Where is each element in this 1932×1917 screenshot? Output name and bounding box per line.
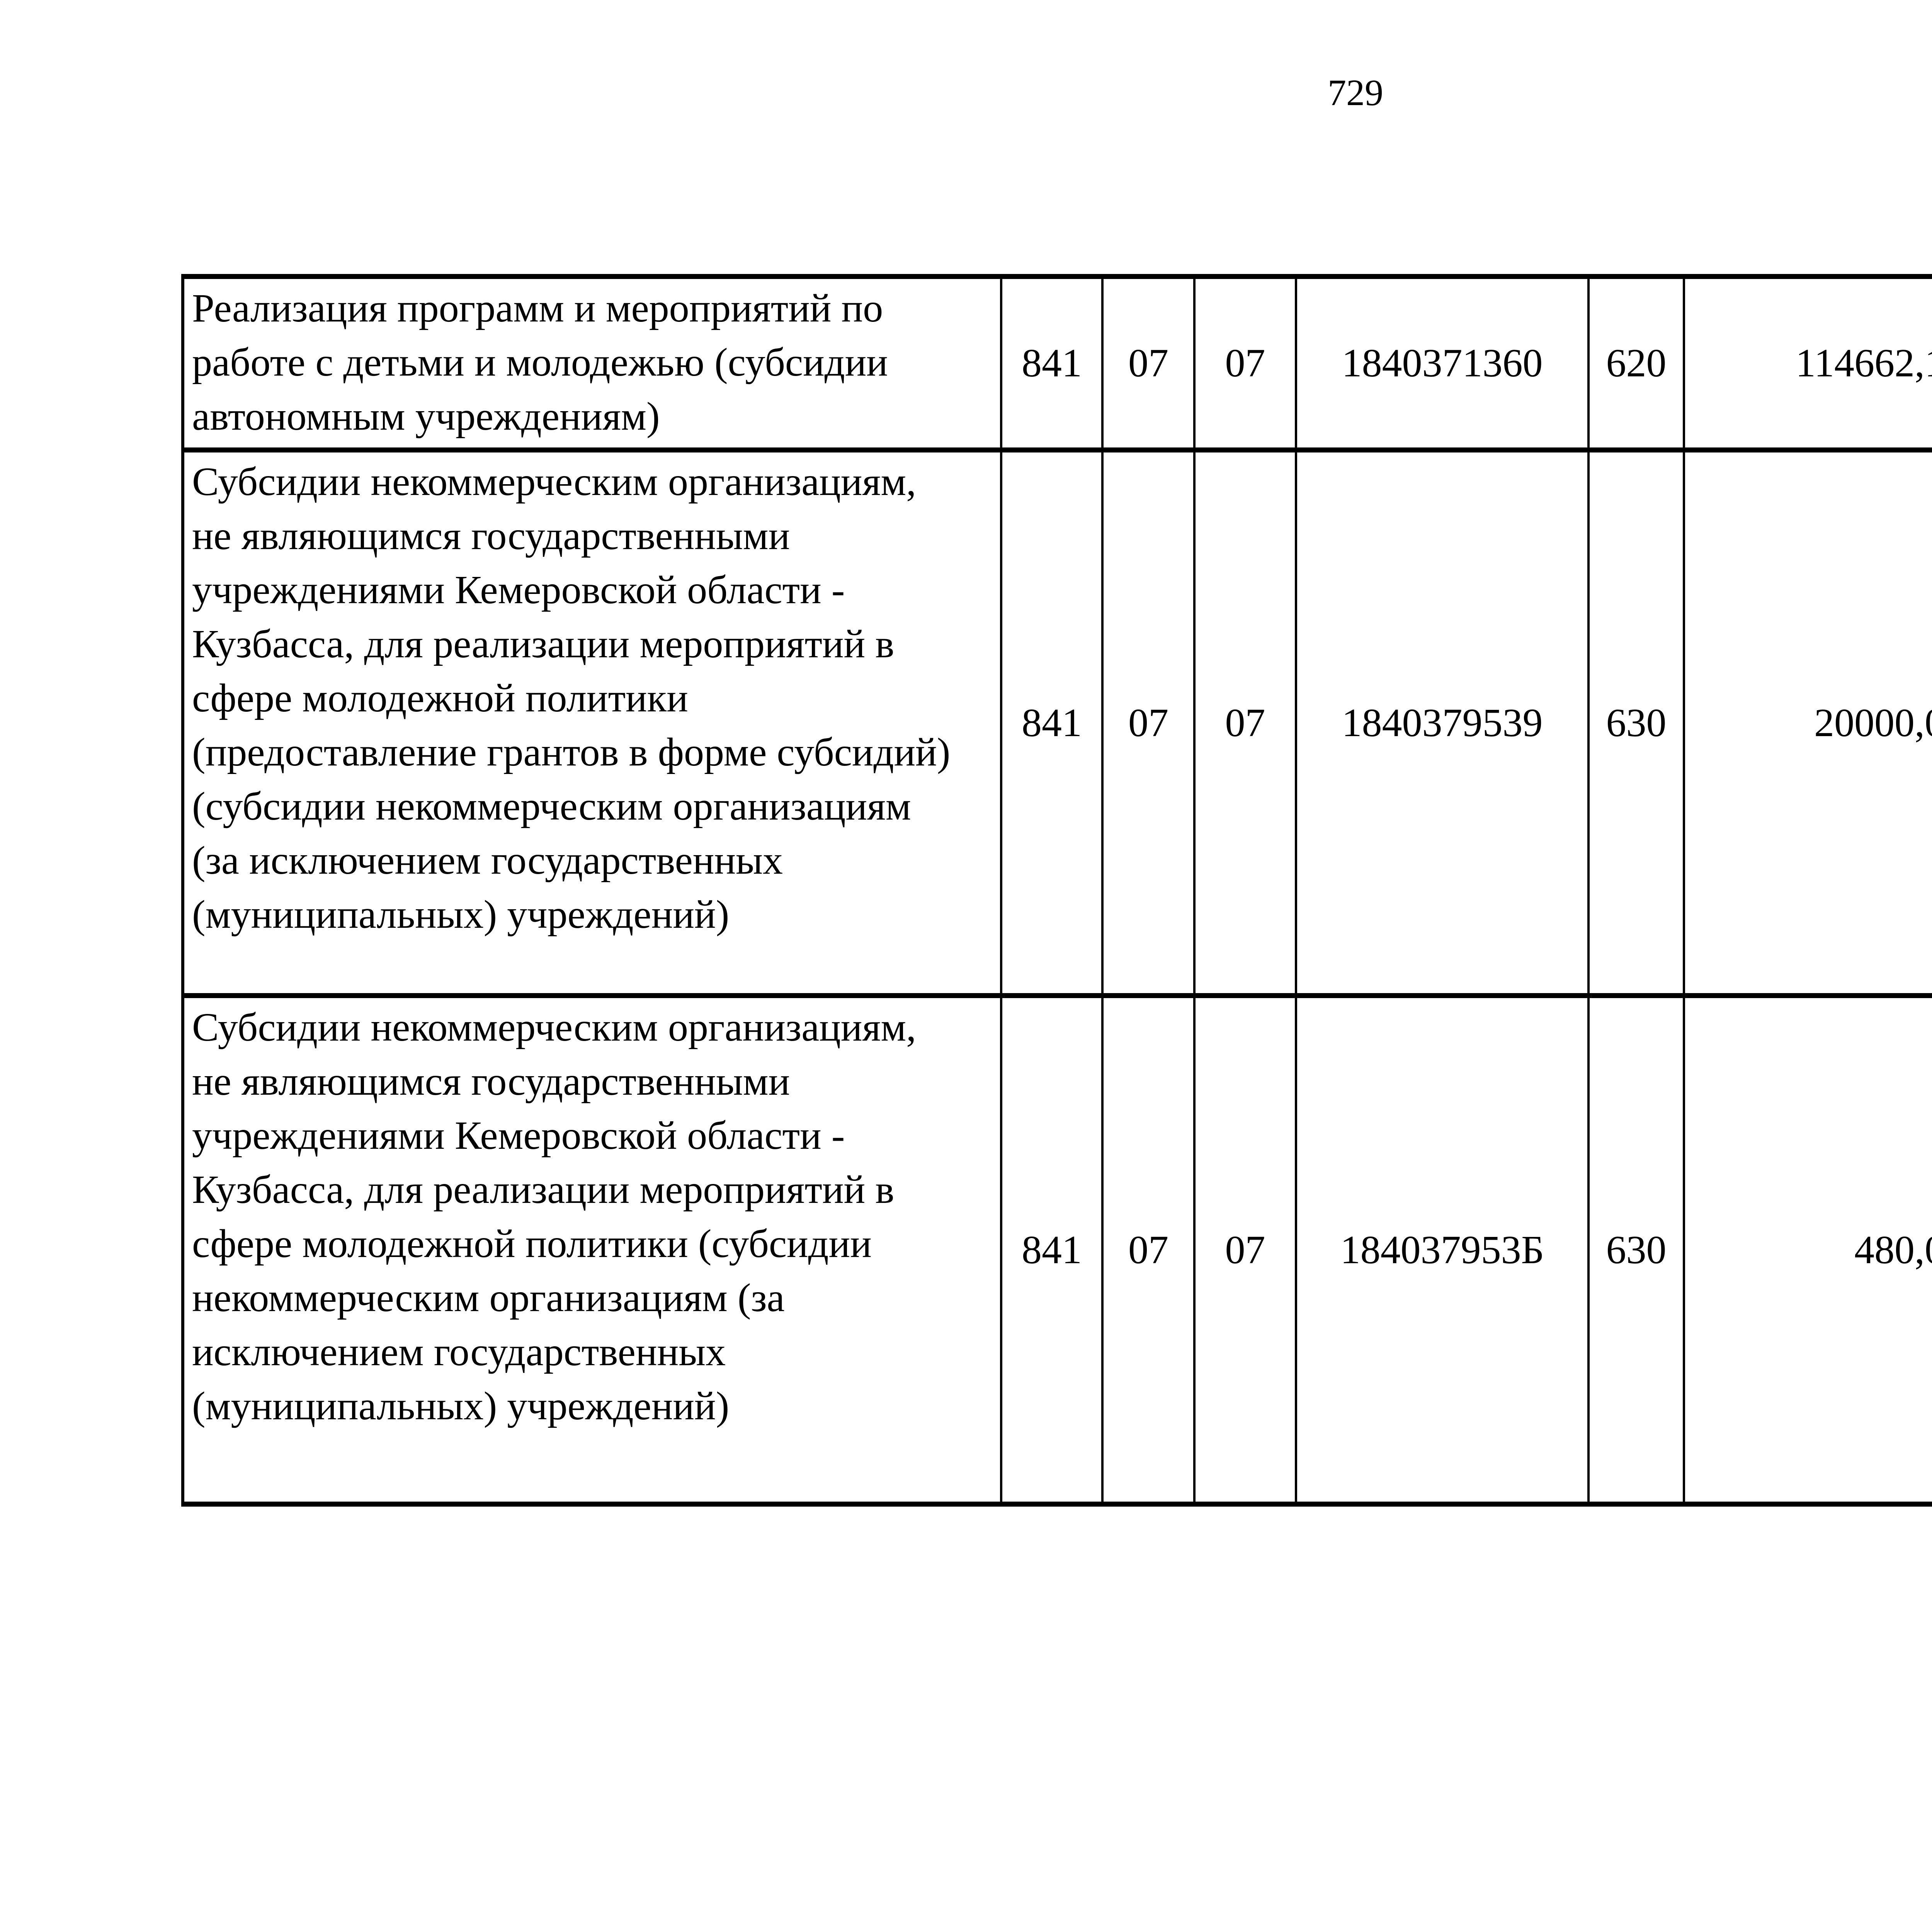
- cell-grbs: 841: [1000, 447, 1104, 998]
- cell-description: Субсидии некоммерческим организациям, не…: [182, 447, 1002, 998]
- budget-table: Реализация программ и мероприятий по раб…: [181, 274, 1932, 1507]
- cell-podrazdel: 07: [1193, 993, 1297, 1507]
- cell-expense-type: 620: [1587, 274, 1685, 452]
- cell-grbs: 841: [1000, 993, 1104, 1507]
- cell-target-article: 1840371360: [1295, 274, 1590, 452]
- cell-description: Субсидии некоммерческим организациям, не…: [182, 993, 1002, 1507]
- cell-amount-1: 114662,1: [1683, 274, 1932, 452]
- cell-razdel: 07: [1101, 447, 1196, 998]
- cell-podrazdel: 07: [1193, 447, 1297, 998]
- page-number: 729: [1328, 72, 1383, 113]
- cell-razdel: 07: [1101, 993, 1196, 1507]
- cell-grbs: 841: [1000, 274, 1104, 452]
- cell-description: Реализация программ и мероприятий по раб…: [182, 274, 1002, 452]
- cell-amount-1: 480,0: [1683, 993, 1932, 1507]
- cell-razdel: 07: [1101, 274, 1196, 452]
- table-row: Реализация программ и мероприятий по раб…: [182, 274, 1932, 452]
- cell-expense-type: 630: [1587, 993, 1685, 1507]
- cell-target-article: 1840379539: [1295, 447, 1590, 998]
- table-row: Субсидии некоммерческим организациям, не…: [182, 993, 1932, 1507]
- cell-amount-1: 20000,0: [1683, 447, 1932, 998]
- table-row: Субсидии некоммерческим организациям, не…: [182, 447, 1932, 998]
- cell-expense-type: 630: [1587, 447, 1685, 998]
- cell-podrazdel: 07: [1193, 274, 1297, 452]
- cell-target-article: 184037953Б: [1295, 993, 1590, 1507]
